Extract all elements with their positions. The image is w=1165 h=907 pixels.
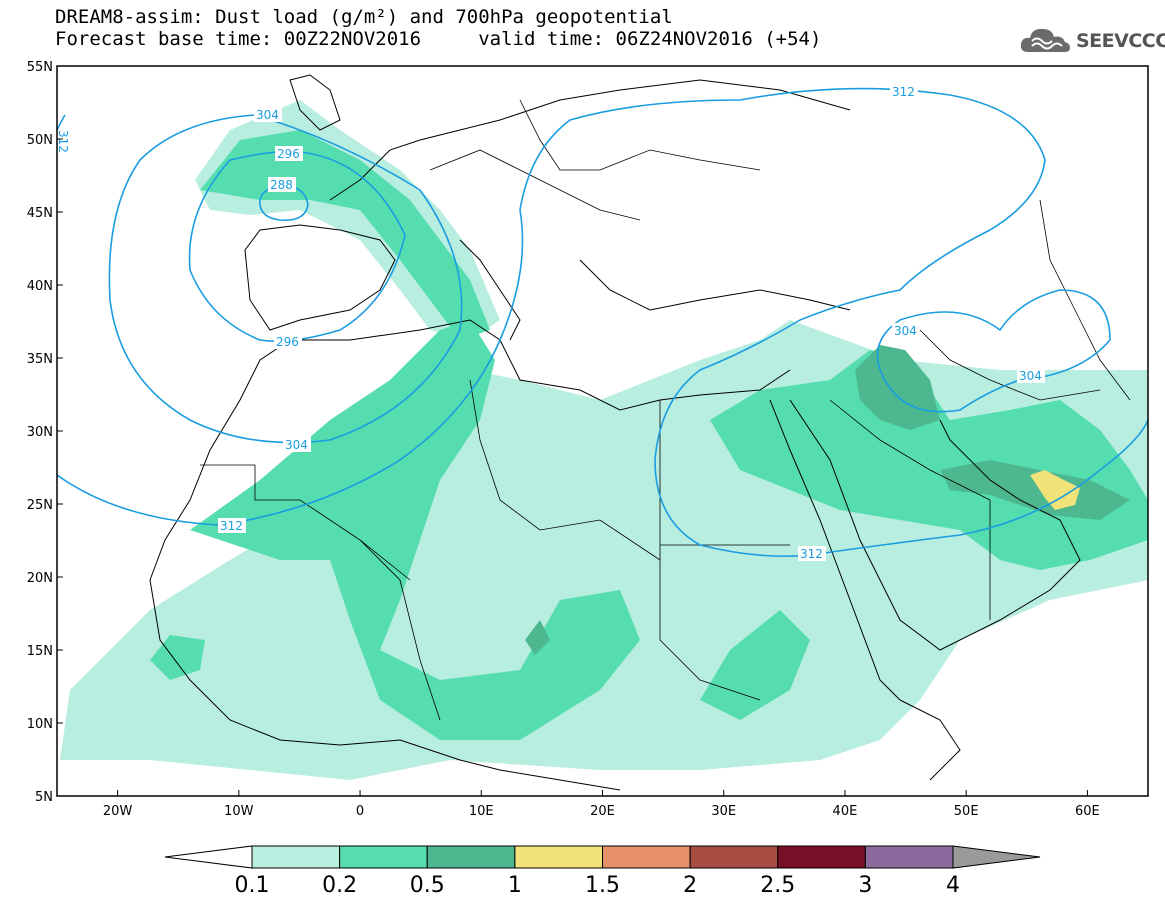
x-tick-label: 0 <box>356 804 364 819</box>
border-arabia-1 <box>829 399 991 501</box>
dust-band-medium-sahel <box>700 610 810 720</box>
contour-label-3: 288 <box>270 178 293 192</box>
y-tick-label: 20N <box>27 571 53 586</box>
contour-label-10: 304 <box>1019 369 1042 383</box>
border-sahara-3 <box>359 539 441 721</box>
colorbar-segment <box>602 845 691 869</box>
coastlines <box>149 74 1081 791</box>
contour-labels: 304 296 288 296 304 312 312 312 304 304 … <box>56 84 1045 561</box>
coastline-west-africa <box>149 339 501 771</box>
subtitle-line: Forecast base time: 00Z22NOV2016 valid t… <box>55 28 822 50</box>
colorbar: 0.1 0.2 0.5 1 1.5 2 2.5 3 4 <box>164 845 1041 898</box>
contour-304 <box>108 114 463 444</box>
colorbar-segment <box>864 845 954 869</box>
x-tick-label: 60E <box>1075 804 1100 819</box>
colorbar-label: 2.5 <box>760 873 795 898</box>
coastline-gulf-guinea <box>499 769 621 791</box>
colorbar-label: 0.5 <box>410 873 445 898</box>
colorbar-segment <box>514 845 603 869</box>
contour-label-8: 312 <box>800 547 823 561</box>
x-tick-label: 30E <box>711 804 736 819</box>
dust-band-medium <box>190 320 640 740</box>
colorbar-label: 0.1 <box>235 873 270 898</box>
colorbar-segment <box>251 845 341 869</box>
y-tick-label: 30N <box>27 425 53 440</box>
colorbar-max-triangle <box>952 845 1041 869</box>
coastline-north-africa <box>290 319 791 411</box>
colorbar-segment <box>339 845 428 869</box>
contour-label-9: 304 <box>894 324 917 338</box>
contour-312-edge <box>57 114 66 131</box>
colorbar-label: 3 <box>858 873 872 898</box>
contour-label-11: 312 <box>56 130 70 153</box>
dust-band-dark-chad <box>525 620 550 655</box>
x-tick-label: 20W <box>103 804 133 819</box>
x-tick-label: 40E <box>833 804 858 819</box>
contour-304-east <box>876 289 1111 413</box>
chart-header: DREAM8-assim: Dust load (g/m²) and 700hP… <box>55 6 915 50</box>
y-tick-label: 45N <box>27 206 53 221</box>
cloud-logo-icon <box>1020 28 1070 52</box>
title-line: DREAM8-assim: Dust load (g/m²) and 700hP… <box>55 6 673 28</box>
dust-band-medium-west <box>150 635 205 680</box>
contour-label-5: 304 <box>285 438 308 452</box>
coastline-arabia <box>789 399 1081 651</box>
y-tick-label: 10N <box>27 717 53 732</box>
country-borders <box>200 99 1131 721</box>
y-tick-label: 5N <box>35 790 53 805</box>
x-tick-label: 20E <box>590 804 615 819</box>
dust-band-yellow <box>1030 470 1080 510</box>
coastline-iberia <box>244 224 396 331</box>
contour-label-7: 312 <box>892 85 915 99</box>
y-tick-label: 50N <box>27 133 53 148</box>
border-europe-1 <box>429 149 641 221</box>
coastline-britain <box>289 74 341 131</box>
colorbar-segment <box>689 845 779 869</box>
contour-label-2: 296 <box>277 147 300 161</box>
coastline-italy <box>459 239 521 341</box>
colorbar-label: 0.2 <box>322 873 357 898</box>
x-axis-ticks: 20W 10W 0 10E 20E 30E 40E 50E 60E <box>103 790 1100 819</box>
contour-label-6: 312 <box>220 519 243 533</box>
border-sudan <box>659 560 761 701</box>
dust-shading <box>60 100 1148 780</box>
x-tick-label: 10W <box>224 804 254 819</box>
dust-band-dark-gulf <box>940 460 1130 520</box>
y-tick-label: 25N <box>27 498 53 513</box>
logo-text: SEEVCCC <box>1076 30 1165 52</box>
coastline-africa-horn <box>899 699 961 781</box>
coastline-red-sea <box>769 399 901 701</box>
colorbar-label: 1.5 <box>585 873 620 898</box>
coastline-greece-turkey <box>579 259 851 311</box>
y-tick-label: 40N <box>27 279 53 294</box>
y-axis-ticks: 55N 50N 45N 40N 35N 30N 25N 20N 15N 10N 5N <box>27 60 63 805</box>
contour-label-1: 304 <box>256 108 279 122</box>
contour-label-4: 296 <box>276 335 299 349</box>
border-iran <box>919 329 1101 401</box>
y-tick-label: 15N <box>27 644 53 659</box>
x-tick-label: 10E <box>469 804 494 819</box>
border-sahara-1 <box>200 464 411 581</box>
contour-296 <box>188 150 406 342</box>
colorbar-segment <box>777 845 866 869</box>
colorbar-min-triangle <box>164 845 253 869</box>
dust-band-medium-east <box>710 350 1148 570</box>
y-tick-label: 55N <box>27 60 53 75</box>
x-tick-label: 50E <box>954 804 979 819</box>
border-europe-2 <box>519 99 761 171</box>
coastline-europe <box>329 79 851 201</box>
colorbar-label: 2 <box>683 873 697 898</box>
border-central-asia <box>1039 199 1131 401</box>
colorbar-label: 1 <box>508 873 522 898</box>
seevccc-logo: SEEVCCC <box>1018 22 1165 58</box>
colorbar-segment <box>426 845 516 869</box>
y-tick-label: 35N <box>27 352 53 367</box>
colorbar-label: 4 <box>946 873 960 898</box>
